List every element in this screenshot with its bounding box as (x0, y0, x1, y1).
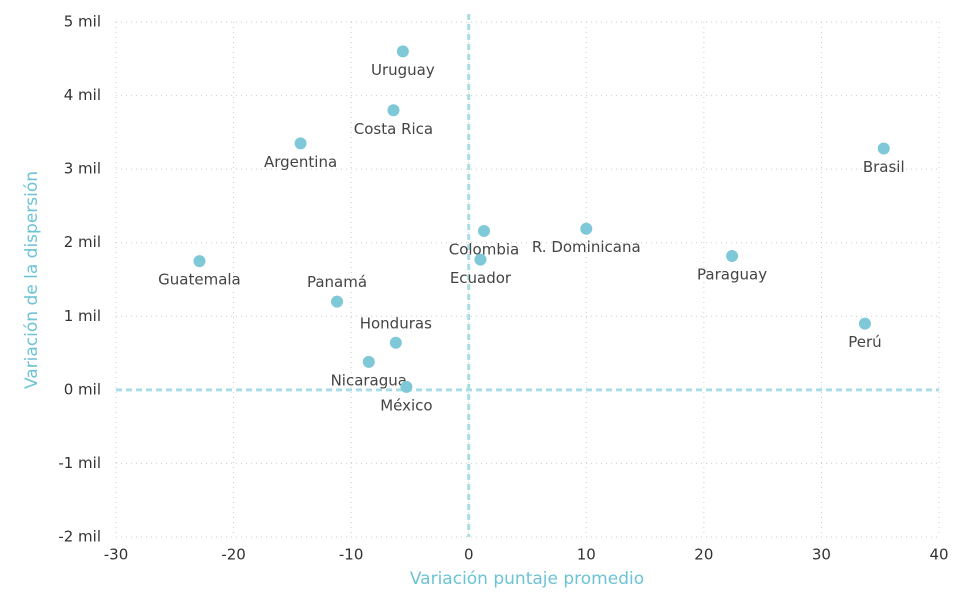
point (396, 45, 409, 58)
point (477, 224, 490, 237)
point-label: Panamá (307, 273, 367, 291)
point-label: Ecuador (450, 269, 512, 287)
point-label: Uruguay (371, 61, 435, 79)
y-tick-label: -2 mil (58, 528, 101, 546)
point (474, 253, 487, 266)
point (387, 104, 400, 117)
y-tick-label: 1 mil (64, 307, 101, 325)
point (389, 336, 402, 349)
point (858, 317, 871, 330)
point-label: Honduras (360, 314, 432, 332)
point-label: Perú (848, 333, 881, 351)
y-tick-label: 5 mil (64, 13, 101, 31)
point (400, 380, 413, 393)
point-label: Costa Rica (354, 120, 433, 138)
point (362, 355, 375, 368)
x-tick-label: 30 (812, 546, 831, 564)
y-tick-label: 3 mil (64, 160, 101, 178)
point (294, 137, 307, 150)
point-label: Guatemala (158, 271, 241, 289)
x-tick-label: -20 (221, 546, 246, 564)
point-label: Brasil (863, 158, 905, 176)
y-tick-label: 4 mil (64, 86, 101, 104)
point (331, 295, 344, 308)
point-label: Colombia (449, 240, 520, 258)
x-tick-label: 10 (577, 546, 596, 564)
y-tick-label: -1 mil (58, 454, 101, 472)
x-axis-title: Variación puntaje promedio (410, 569, 644, 589)
point (193, 255, 206, 268)
point-label: Argentina (264, 153, 337, 171)
x-tick-label: 20 (694, 546, 713, 564)
point (877, 142, 890, 155)
x-tick-label: 40 (929, 546, 948, 564)
point-label: Nicaragua (331, 371, 407, 389)
point-label: R. Dominicana (532, 238, 641, 256)
point (580, 222, 593, 235)
point-label: Paraguay (697, 265, 767, 283)
point-label: México (380, 396, 432, 414)
y-tick-label: 2 mil (64, 233, 101, 251)
y-tick-label: 0 mil (64, 380, 101, 398)
y-axis-title: Variación de la dispersión (22, 171, 42, 389)
x-tick-label: -10 (339, 546, 364, 564)
x-tick-label: -30 (104, 546, 129, 564)
point (726, 249, 739, 262)
x-tick-label: 0 (464, 546, 474, 564)
